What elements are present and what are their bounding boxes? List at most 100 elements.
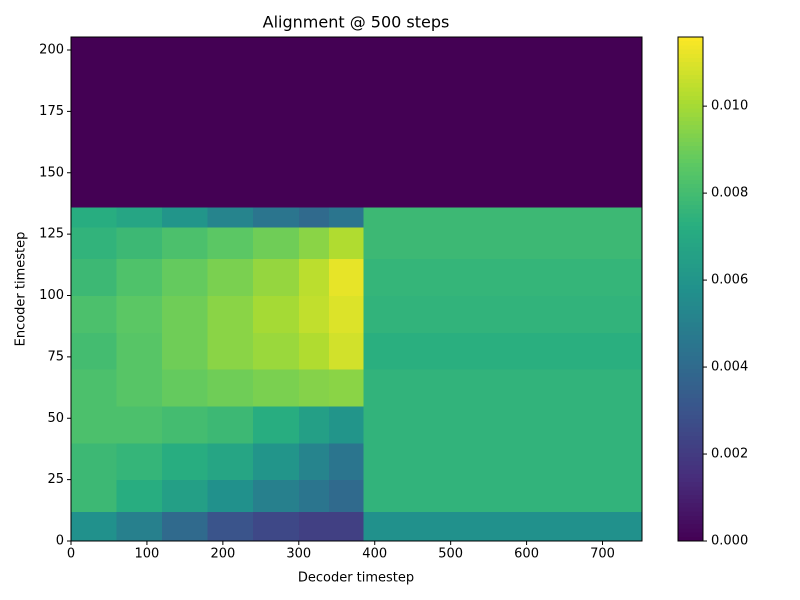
colorbar-slice: [678, 415, 703, 420]
x-tick-label: 700: [590, 547, 615, 562]
colorbar-slice: [678, 410, 703, 416]
heatmap-cell: [450, 37, 528, 208]
heatmap-cell: [329, 207, 364, 228]
heatmap-cell: [207, 511, 254, 542]
colorbar-slice: [678, 335, 703, 340]
colorbar-tick-label: 0.008: [711, 186, 748, 201]
colorbar-slice: [678, 221, 703, 227]
colorbar-slice: [678, 490, 703, 496]
heatmap-cell: [450, 332, 528, 370]
heatmap-cell: [116, 332, 163, 370]
heatmap-cell: [253, 332, 300, 370]
heatmap-cell: [450, 511, 528, 542]
colorbar-slice: [678, 268, 703, 273]
heatmap-cell: [253, 258, 300, 297]
colorbar-slice: [678, 520, 703, 525]
colorbar-slice: [678, 440, 703, 445]
heatmap-cell: [450, 369, 528, 407]
colorbar-slice: [678, 146, 703, 151]
colorbar-slice: [678, 473, 703, 479]
heatmap-cell: [253, 37, 300, 208]
heatmap-cell: [363, 37, 452, 208]
heatmap-cell: [207, 332, 254, 370]
heatmap-cell: [162, 37, 209, 208]
colorbar-slice: [678, 373, 703, 378]
heatmap-cell: [329, 369, 364, 407]
colorbar-slice: [678, 74, 703, 80]
colorbar-slice: [678, 247, 703, 252]
colorbar-slice: [678, 398, 703, 403]
colorbar-slice: [678, 381, 703, 387]
heatmap-cell: [298, 295, 330, 333]
colorbar-slice: [678, 280, 703, 286]
heatmap-cell: [116, 511, 163, 542]
colorbar-slice: [678, 192, 703, 198]
colorbar-slice: [678, 226, 703, 231]
colorbar-slice: [678, 436, 703, 441]
colorbar-slice: [678, 171, 703, 177]
colorbar-slice: [678, 318, 703, 324]
colorbar-slice: [678, 62, 703, 67]
heatmap-cell: [71, 295, 118, 333]
colorbar-slice: [678, 536, 703, 542]
heatmap-cell: [116, 207, 163, 228]
heatmap-cell: [207, 258, 254, 297]
heatmap-cell: [71, 479, 118, 513]
x-tick-label: 100: [135, 547, 160, 562]
x-tick-label: 600: [514, 547, 539, 562]
heatmap-cell: [329, 332, 364, 370]
heatmap-cell: [298, 226, 330, 260]
y-tick-label: 175: [39, 104, 64, 119]
heatmap-cell: [526, 207, 604, 228]
colorbar-tick-label: 0.002: [711, 447, 748, 462]
colorbar-slice: [678, 272, 703, 277]
heatmap-cell: [298, 258, 330, 297]
colorbar-slice: [678, 121, 703, 126]
heatmap-cell: [450, 405, 528, 444]
colorbar-slice: [678, 217, 703, 223]
heatmap-cell: [71, 226, 118, 260]
heatmap-cell: [116, 405, 163, 444]
y-tick-label: 150: [39, 165, 64, 180]
heatmap-cell: [526, 295, 604, 333]
heatmap-cell: [298, 511, 330, 542]
heatmap-cell: [116, 226, 163, 260]
colorbar-slice: [678, 200, 703, 206]
heatmap-cell: [253, 226, 300, 260]
colorbar-slice: [678, 364, 703, 370]
heatmap-cell: [253, 207, 300, 228]
x-tick-label: 400: [362, 547, 387, 562]
colorbar-slice: [678, 53, 703, 59]
colorbar-slice: [678, 478, 703, 483]
heatmap-cell: [526, 258, 604, 297]
colorbar-slice: [678, 129, 703, 135]
heatmap-cell: [207, 226, 254, 260]
colorbar-slice: [678, 213, 703, 219]
heatmap-cell: [116, 258, 163, 297]
colorbar-slice: [678, 125, 703, 130]
y-tick-label: 25: [47, 472, 64, 487]
colorbar-slice: [678, 242, 703, 248]
colorbar-slice: [678, 112, 703, 118]
colorbar-slice: [678, 343, 703, 349]
heatmap-cell: [71, 258, 118, 297]
x-tick-label: 200: [210, 547, 235, 562]
colorbar-slice: [678, 419, 703, 424]
colorbar-slice: [678, 49, 703, 55]
heatmap-cell: [116, 442, 163, 481]
colorbar-slice: [678, 37, 703, 42]
heatmap-cell: [298, 442, 330, 481]
colorbar-slice: [678, 58, 703, 63]
colorbar-slice: [678, 326, 703, 332]
colorbar-slice: [678, 524, 703, 529]
heatmap-cell: [162, 369, 209, 407]
colorbar-slice: [678, 352, 703, 357]
colorbar-slice: [678, 133, 703, 139]
heatmap-cell: [450, 295, 528, 333]
heatmap-cell: [602, 511, 643, 542]
heatmap-cell: [526, 442, 604, 481]
x-tick-label: 300: [286, 547, 311, 562]
colorbar-slice: [678, 142, 703, 147]
colorbar-slice: [678, 339, 703, 345]
